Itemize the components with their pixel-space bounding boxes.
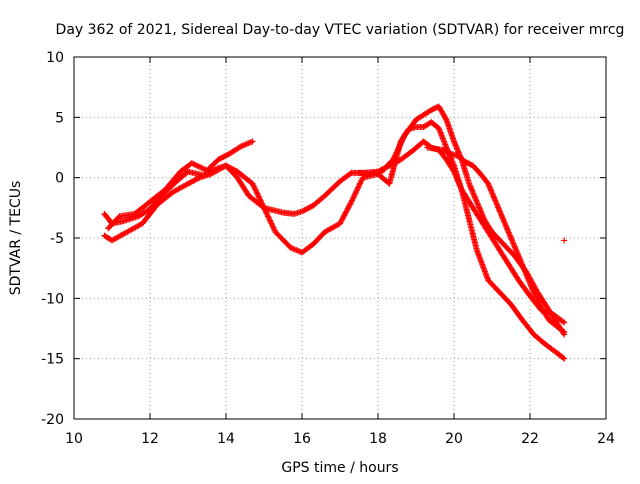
y-tick-label: 5 (55, 110, 64, 126)
data-point (199, 165, 206, 172)
data-point (195, 175, 202, 182)
y-tick-label: 0 (55, 171, 64, 187)
data-point (191, 161, 198, 168)
x-tick-label: 14 (217, 431, 235, 447)
data-point (249, 138, 256, 145)
data-point (188, 160, 195, 167)
y-tick-label: -20 (41, 412, 64, 428)
x-tick-label: 12 (141, 431, 159, 447)
y-tick-label: -5 (50, 231, 64, 247)
x-axis-label: GPS time / hours (281, 460, 398, 476)
data-point (559, 318, 566, 325)
y-tick-label: -15 (41, 352, 64, 368)
series-satellite-track-d (424, 144, 568, 336)
data-point (561, 237, 568, 244)
y-tick-label: -10 (41, 291, 64, 307)
y-axis-label: SDTVAR / TECUs (8, 181, 24, 296)
chart-title: Day 362 of 2021, Sidereal Day-to-day VTE… (56, 22, 625, 38)
x-tick-label: 20 (445, 431, 463, 447)
data-point (560, 354, 567, 361)
data-point (190, 160, 197, 167)
x-tick-label: 10 (65, 431, 83, 447)
series-outlier-point (561, 237, 568, 244)
axis-ticks: 10 12 14 16 18 20 22 24 -20 -15 -10 -5 0 5 10 (41, 50, 615, 447)
plot-frame (73, 56, 607, 420)
data-point (197, 164, 204, 171)
data-point (347, 170, 354, 177)
data-point (442, 115, 449, 122)
data-point (560, 328, 567, 335)
x-tick-label: 16 (293, 431, 311, 447)
grid (74, 57, 606, 419)
data-point (561, 319, 568, 326)
data-points (101, 103, 568, 362)
x-tick-label: 18 (369, 431, 387, 447)
y-tick-label: 10 (46, 50, 64, 66)
data-point (561, 329, 568, 336)
data-point (561, 355, 568, 362)
data-point (192, 162, 199, 169)
data-point (194, 162, 201, 169)
x-tick-label: 24 (597, 431, 615, 447)
data-point (347, 200, 354, 207)
data-point (195, 163, 202, 170)
series-satellite-track-c (105, 103, 568, 338)
data-point (445, 149, 452, 156)
data-point (198, 164, 205, 171)
x-tick-label: 22 (521, 431, 539, 447)
series-satellite-track-a (101, 138, 568, 326)
